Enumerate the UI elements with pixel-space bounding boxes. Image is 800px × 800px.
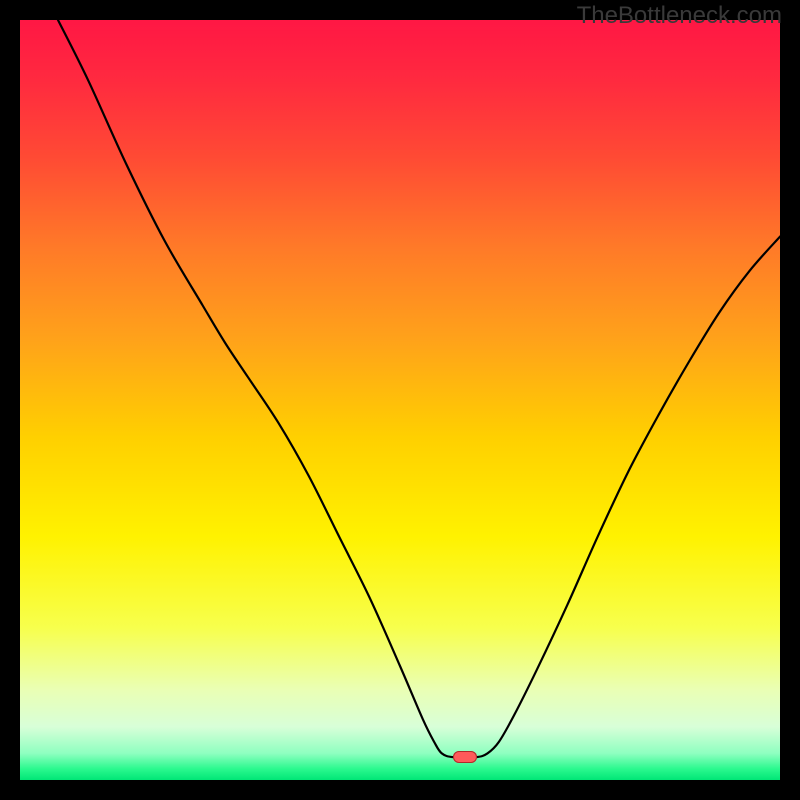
watermark-text: TheBottleneck.com bbox=[577, 2, 782, 30]
curve-path bbox=[58, 20, 780, 758]
optimal-point-marker bbox=[453, 751, 477, 763]
plot-area bbox=[20, 20, 780, 780]
bottleneck-curve bbox=[20, 20, 780, 780]
